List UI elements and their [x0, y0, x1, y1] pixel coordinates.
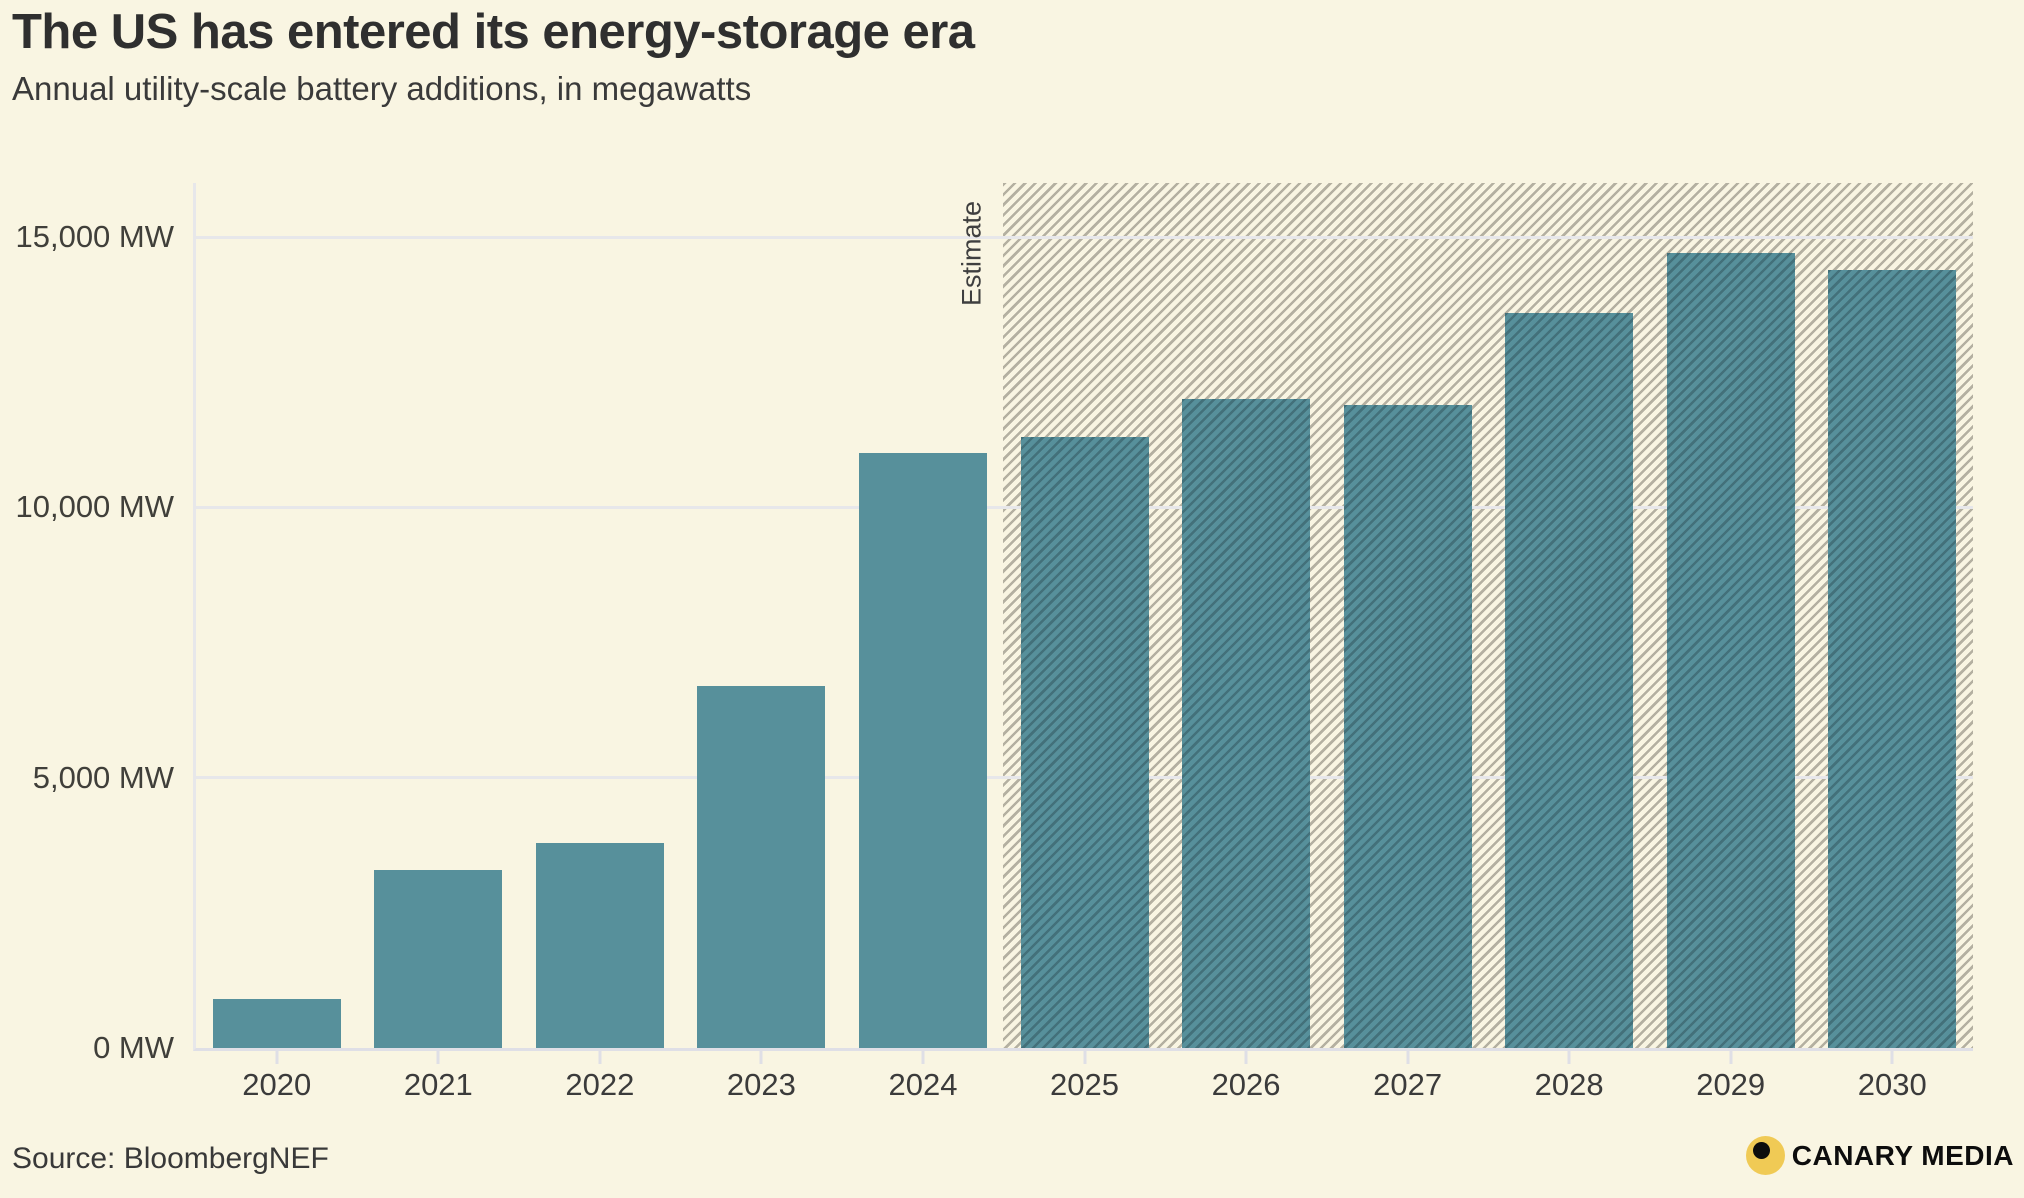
- x-axis-label-2025: 2025: [1050, 1067, 1119, 1102]
- bar-slot-2028: 2028: [1488, 183, 1650, 1102]
- x-axis-label-2020: 2020: [242, 1067, 312, 1102]
- x-axis-label-2023: 2023: [726, 1067, 796, 1102]
- estimate-label: Estimate: [956, 200, 987, 307]
- bar-slot-2025: 2025: [1004, 183, 1166, 1102]
- bar-2030: [1828, 269, 1957, 1048]
- bar-2027: [1343, 404, 1472, 1049]
- x-tick-2025: [1083, 1051, 1086, 1064]
- x-tick-2028: [1567, 1051, 1571, 1064]
- gridline-15000: [196, 235, 1973, 239]
- x-axis-label-2021: 2021: [403, 1067, 473, 1102]
- bar-2028: [1505, 312, 1634, 1049]
- x-axis-label-2024: 2024: [888, 1067, 958, 1102]
- canary-media-logo: CANARY MEDIA: [1745, 1136, 2014, 1175]
- x-tick-2022: [598, 1051, 602, 1064]
- x-axis-label-2028: 2028: [1534, 1067, 1604, 1102]
- bar-slot-2023: 2023: [681, 183, 843, 1102]
- x-tick-2023: [759, 1051, 763, 1064]
- bar-2026: [1182, 399, 1311, 1048]
- bar-2021: [374, 869, 503, 1048]
- bar-slot-2030: 2030: [1811, 183, 1973, 1102]
- x-tick-2029: [1729, 1051, 1733, 1064]
- x-tick-2027: [1406, 1051, 1410, 1064]
- x-tick-2024: [921, 1051, 925, 1064]
- bar-2024: [858, 453, 987, 1048]
- y-axis-label-15000: 15,000 MW: [15, 219, 174, 255]
- chart-subtitle: Annual utility-scale battery additions, …: [12, 70, 752, 107]
- bar-2023: [697, 685, 826, 1048]
- bar-slot-2026: 2026: [1165, 183, 1327, 1102]
- bar-series: 2020 2021 2022 2023 2024 2025 2026 2027 2028 2029…: [196, 183, 1973, 1102]
- brand-name: CANARY MEDIA: [1791, 1139, 2014, 1171]
- y-axis-label-0: 0 MW: [93, 1030, 174, 1065]
- bar-slot-2024: 2024: [842, 183, 1004, 1102]
- bar-2025: [1020, 437, 1149, 1048]
- chart-title: The US has entered its energy-storage er…: [12, 5, 975, 59]
- y-axis-label-10000: 10,000 MW: [15, 489, 174, 525]
- x-axis-label-2026: 2026: [1211, 1067, 1281, 1102]
- canary-bird-icon: [1745, 1136, 1785, 1175]
- x-axis-label-2030: 2030: [1857, 1067, 1927, 1102]
- bar-slot-2027: 2027: [1327, 183, 1489, 1102]
- bar-2020: [212, 999, 341, 1048]
- x-axis-label-2029: 2029: [1696, 1067, 1766, 1102]
- bar-2029: [1666, 253, 1795, 1048]
- x-axis-label-2022: 2022: [565, 1067, 635, 1102]
- canary-eye-dot-icon: [1752, 1142, 1770, 1159]
- source-credit: Source: BloombergNEF: [12, 1142, 329, 1175]
- x-axis-label-2027: 2027: [1373, 1067, 1443, 1102]
- bar-slot-2021: 2021: [358, 183, 520, 1102]
- estimate-hatch-region: [1003, 183, 1973, 1048]
- bar-slot-2029: 2029: [1650, 183, 1812, 1102]
- y-axis-label-5000: 5,000 MW: [32, 759, 174, 795]
- bar-2022: [535, 842, 664, 1048]
- x-tick-2021: [436, 1051, 440, 1064]
- x-tick-2030: [1890, 1051, 1894, 1064]
- bar-slot-2020: 2020: [196, 183, 358, 1102]
- x-tick-2020: [275, 1051, 279, 1064]
- plot-area: 0 MW 5,000 MW 10,000 MW 15,000 MW 2020 2021 2…: [15, 183, 1973, 1102]
- bar-slot-2022: 2022: [519, 183, 681, 1102]
- x-tick-2026: [1244, 1051, 1248, 1064]
